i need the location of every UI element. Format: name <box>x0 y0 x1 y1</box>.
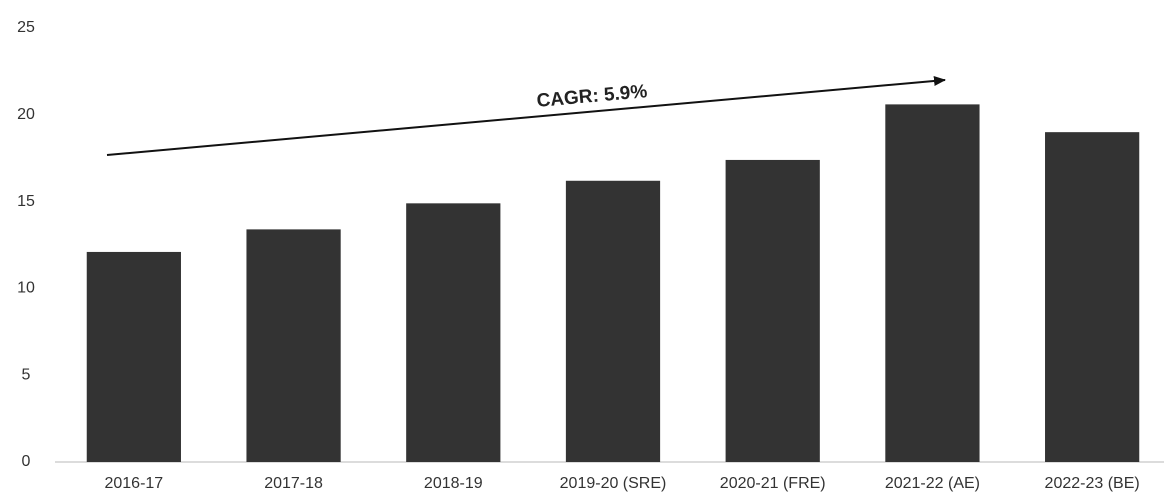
bar <box>86 251 181 462</box>
x-tick-label: 2021-22 (AE) <box>885 475 980 492</box>
y-tick-label: 15 <box>17 193 35 210</box>
x-tick-label: 2018-19 <box>424 475 483 492</box>
x-tick-label: 2020-21 (FRE) <box>720 475 826 492</box>
y-tick-label: 0 <box>22 453 31 470</box>
bar <box>406 203 501 462</box>
x-tick-label: 2019-20 (SRE) <box>560 475 667 492</box>
bar <box>1045 132 1140 462</box>
x-tick-label: 2022-23 (BE) <box>1045 475 1140 492</box>
bar <box>565 180 661 462</box>
y-tick-label: 5 <box>22 366 31 383</box>
y-tick-label: 20 <box>17 106 35 123</box>
cagr-arrow <box>106 76 946 156</box>
y-tick-label: 10 <box>17 280 35 297</box>
bar <box>246 229 341 462</box>
y-tick-label: 25 <box>17 19 35 36</box>
x-tick-label: 2017-18 <box>264 475 323 492</box>
bar <box>725 159 820 462</box>
bar <box>885 104 980 462</box>
x-tick-label: 2016-17 <box>104 475 163 492</box>
